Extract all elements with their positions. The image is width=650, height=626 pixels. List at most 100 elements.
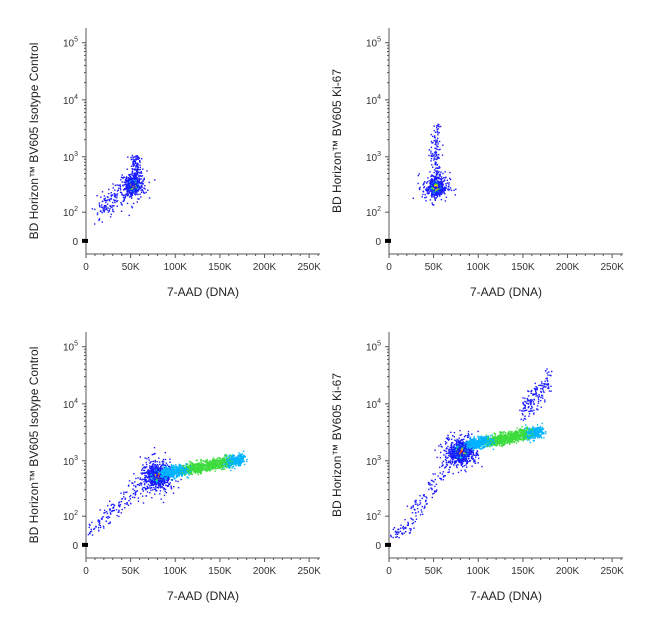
scatter-point [136,193,138,195]
scatter-point [135,485,137,487]
scatter-point [119,185,122,188]
scatter-point [175,472,177,474]
scatter-point [427,190,429,192]
x-tick-label: 150K [511,262,535,273]
scatter-point [164,476,166,478]
scatter-point [159,474,161,476]
scatter-point [137,187,139,189]
scatter-point [136,178,138,181]
scatter-point [228,463,230,465]
scatter-point [134,185,137,187]
scatter-point [125,194,127,196]
scatter-point [141,469,143,471]
scatter-point [153,472,155,475]
scatter-point [127,184,129,186]
scatter-point [432,192,435,194]
scatter-point [136,163,138,165]
scatter-point [154,468,157,470]
scatter-point [436,141,439,143]
scatter-point [113,509,115,512]
x-tick-label: 50K [425,566,443,577]
scatter-point [135,166,137,168]
scatter-point [230,463,233,465]
scatter-point [151,461,153,463]
scatter-point [208,470,211,472]
scatter-point [99,509,101,511]
scatter-point [213,460,215,462]
scatter-point [232,465,235,468]
scatter-point [209,469,211,472]
scatter-point [91,521,93,524]
scatter-point [121,181,123,183]
scatter-point [102,525,105,527]
scatter-point [433,178,436,181]
scatter-point [131,188,133,191]
scatter-point [449,449,451,451]
scatter-point [126,193,128,196]
scatter-point [133,185,136,188]
scatter-point [119,189,122,191]
scatter-point [200,467,203,469]
scatter-point [199,473,202,475]
scatter-point [139,478,141,480]
scatter-point [143,472,145,474]
scatter-point [435,170,437,172]
scatter-point [179,472,182,474]
scatter-point [431,191,433,193]
scatter-point [196,459,198,461]
scatter-point [124,196,127,198]
scatter-point [128,175,131,177]
scatter-point [159,483,161,485]
scatter-point [125,184,127,186]
scatter-point [206,467,208,470]
scatter-point [239,463,241,465]
scatter-point [151,469,153,472]
scatter-point [434,188,436,190]
scatter-point [178,466,180,468]
zero-marker [385,238,391,243]
y-tick-label: 103 [63,455,78,468]
scatter-point [223,464,225,467]
scatter-point [436,148,438,151]
scatter-point [445,196,448,198]
scatter-point [178,474,180,476]
scatter-point [158,483,161,486]
scatter-point [430,155,433,157]
scatter-point [144,188,146,190]
scatter-point [139,456,141,458]
scatter-point [127,191,129,194]
scatter-point [202,464,205,466]
scatter-point [121,508,123,511]
scatter-point [185,465,188,467]
scatter-point [441,185,443,187]
scatter-point [107,203,109,205]
scatter-point [116,205,118,207]
scatter-point [139,164,141,166]
scatter-point [126,187,128,189]
scatter-point [438,174,440,176]
scatter-point [218,459,221,461]
scatter-point [231,463,234,465]
scatter-point [431,187,434,189]
scatter-point [136,182,138,185]
scatter-point [213,468,215,470]
scatter-point [437,172,439,174]
scatter-point [131,178,133,180]
scatter-point [212,466,214,469]
scatter-point [227,465,229,468]
scatter-point [196,468,198,470]
scatter-point [418,187,421,190]
scatter-point [137,171,139,174]
scatter-point [112,507,115,509]
scatter-point [135,178,137,181]
scatter-point [433,130,435,132]
scatter-point [103,207,105,210]
scatter-point [422,184,424,186]
scatter-point [157,471,159,474]
scatter-point [127,156,129,158]
scatter-point [435,173,437,175]
scatter-point [146,488,148,490]
scatter-point [142,168,144,170]
scatter-point [103,512,105,514]
